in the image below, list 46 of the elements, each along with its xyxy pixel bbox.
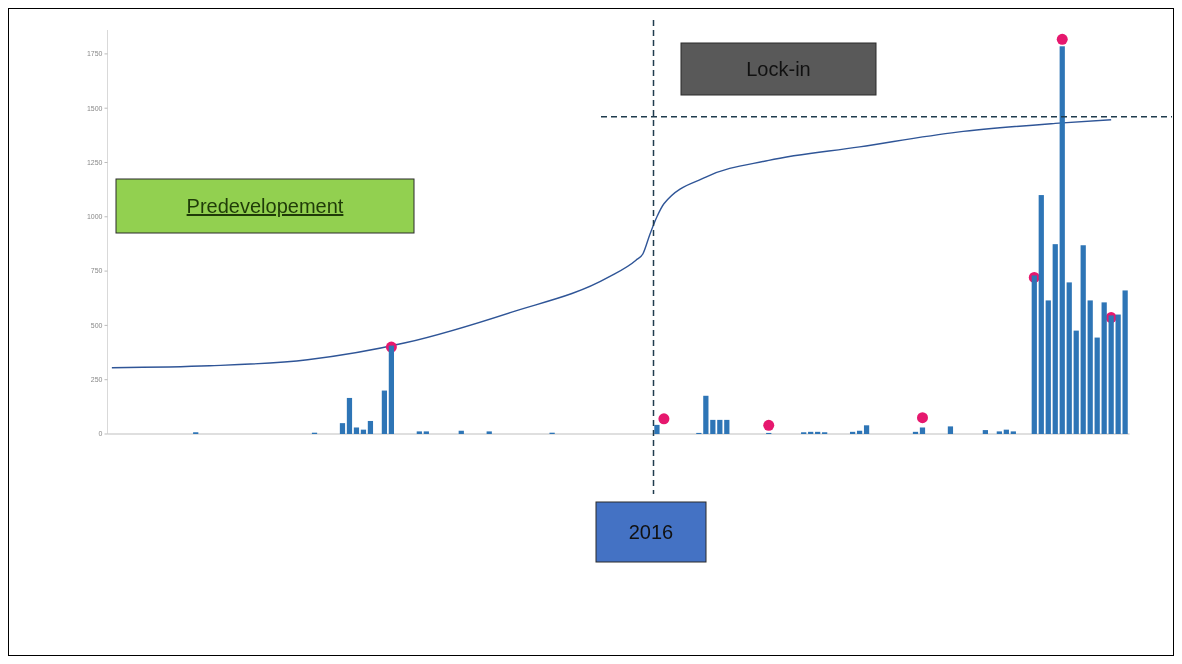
bar (1094, 337, 1100, 434)
point (1056, 33, 1068, 45)
bar (367, 420, 374, 434)
bar (423, 431, 429, 434)
point (916, 412, 928, 424)
bar (849, 431, 856, 434)
bar (724, 419, 730, 434)
bar (919, 427, 926, 434)
bar (1073, 330, 1079, 434)
bar (710, 419, 716, 434)
point (763, 419, 775, 431)
bar (1059, 46, 1065, 434)
bar (1038, 195, 1044, 434)
bar (381, 390, 388, 434)
bar (996, 431, 1002, 434)
bar (486, 431, 492, 434)
bar (1122, 290, 1128, 434)
bar (1052, 244, 1058, 434)
bar (1031, 275, 1037, 434)
bar (982, 430, 988, 434)
bar (912, 431, 919, 434)
bar (346, 397, 353, 434)
bar (1115, 314, 1121, 434)
annotation: Predevelopement (186, 195, 344, 217)
bar (1087, 300, 1093, 434)
bar (815, 431, 821, 434)
bar (1080, 245, 1086, 434)
text: 2016 (628, 521, 674, 543)
bar (416, 431, 422, 434)
bar (863, 425, 870, 434)
bar (1066, 282, 1072, 434)
bar (703, 395, 709, 434)
bar (717, 419, 723, 434)
bar (1045, 300, 1051, 434)
bar (947, 426, 954, 434)
bar (1010, 431, 1016, 434)
bar (1101, 302, 1107, 434)
annotation: Lock-in (746, 58, 811, 80)
bar (1108, 315, 1114, 434)
bar (353, 427, 360, 434)
bar (388, 345, 395, 434)
point (658, 413, 670, 425)
bar (654, 424, 660, 434)
line-series (111, 119, 1112, 369)
bar (339, 423, 346, 434)
bar (808, 431, 814, 434)
